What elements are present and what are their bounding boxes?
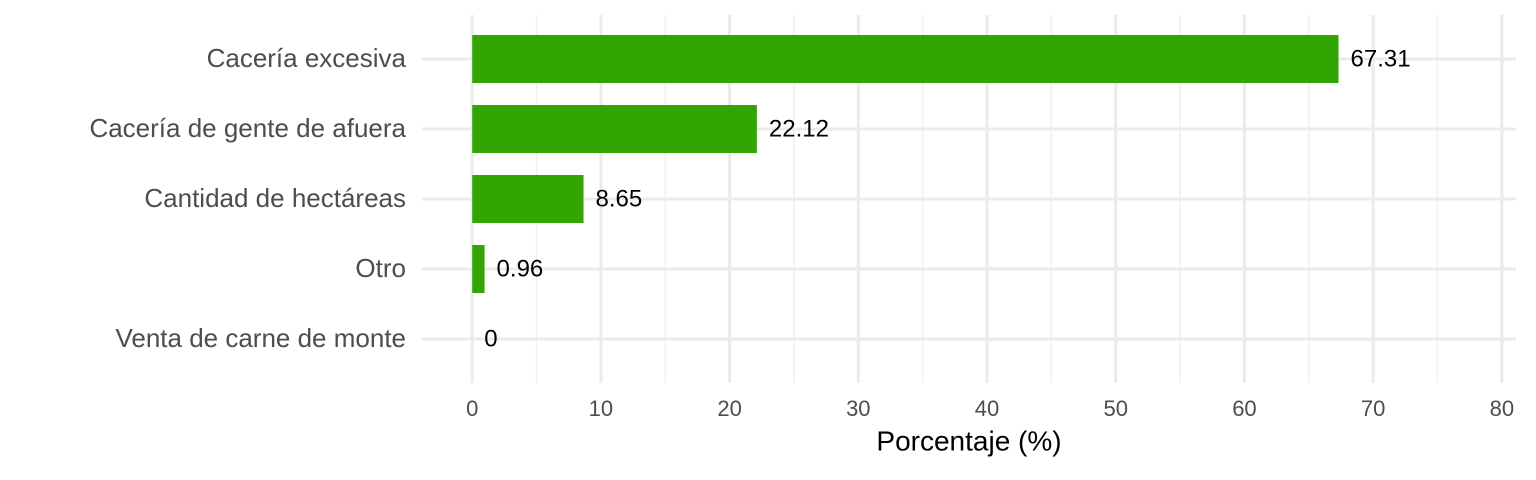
value-label: 67.31 xyxy=(1351,45,1411,72)
y-tick-label: Venta de carne de monte xyxy=(115,323,406,353)
bar xyxy=(472,175,584,223)
x-tick-label: 10 xyxy=(589,396,613,421)
x-tick-label: 60 xyxy=(1232,396,1256,421)
y-tick-label: Cacería de gente de afuera xyxy=(89,113,406,143)
value-label: 22.12 xyxy=(769,115,829,142)
x-tick-label: 70 xyxy=(1361,396,1385,421)
x-tick-label: 20 xyxy=(717,396,741,421)
x-tick-label: 50 xyxy=(1103,396,1127,421)
x-tick-label: 80 xyxy=(1490,396,1514,421)
bar xyxy=(472,105,757,153)
value-label: 8.65 xyxy=(596,185,643,212)
bar xyxy=(472,245,485,293)
bar xyxy=(472,35,1339,83)
x-tick-label: 0 xyxy=(466,396,478,421)
y-tick-label: Cacería excesiva xyxy=(207,43,407,73)
y-tick-label: Cantidad de hectáreas xyxy=(144,183,406,213)
x-tick-label: 40 xyxy=(975,396,999,421)
value-label: 0.96 xyxy=(497,255,544,282)
value-label: 0 xyxy=(484,325,497,352)
x-tick-label: 30 xyxy=(846,396,870,421)
y-tick-label: Otro xyxy=(355,253,406,283)
x-axis-title: Porcentaje (%) xyxy=(876,425,1061,456)
